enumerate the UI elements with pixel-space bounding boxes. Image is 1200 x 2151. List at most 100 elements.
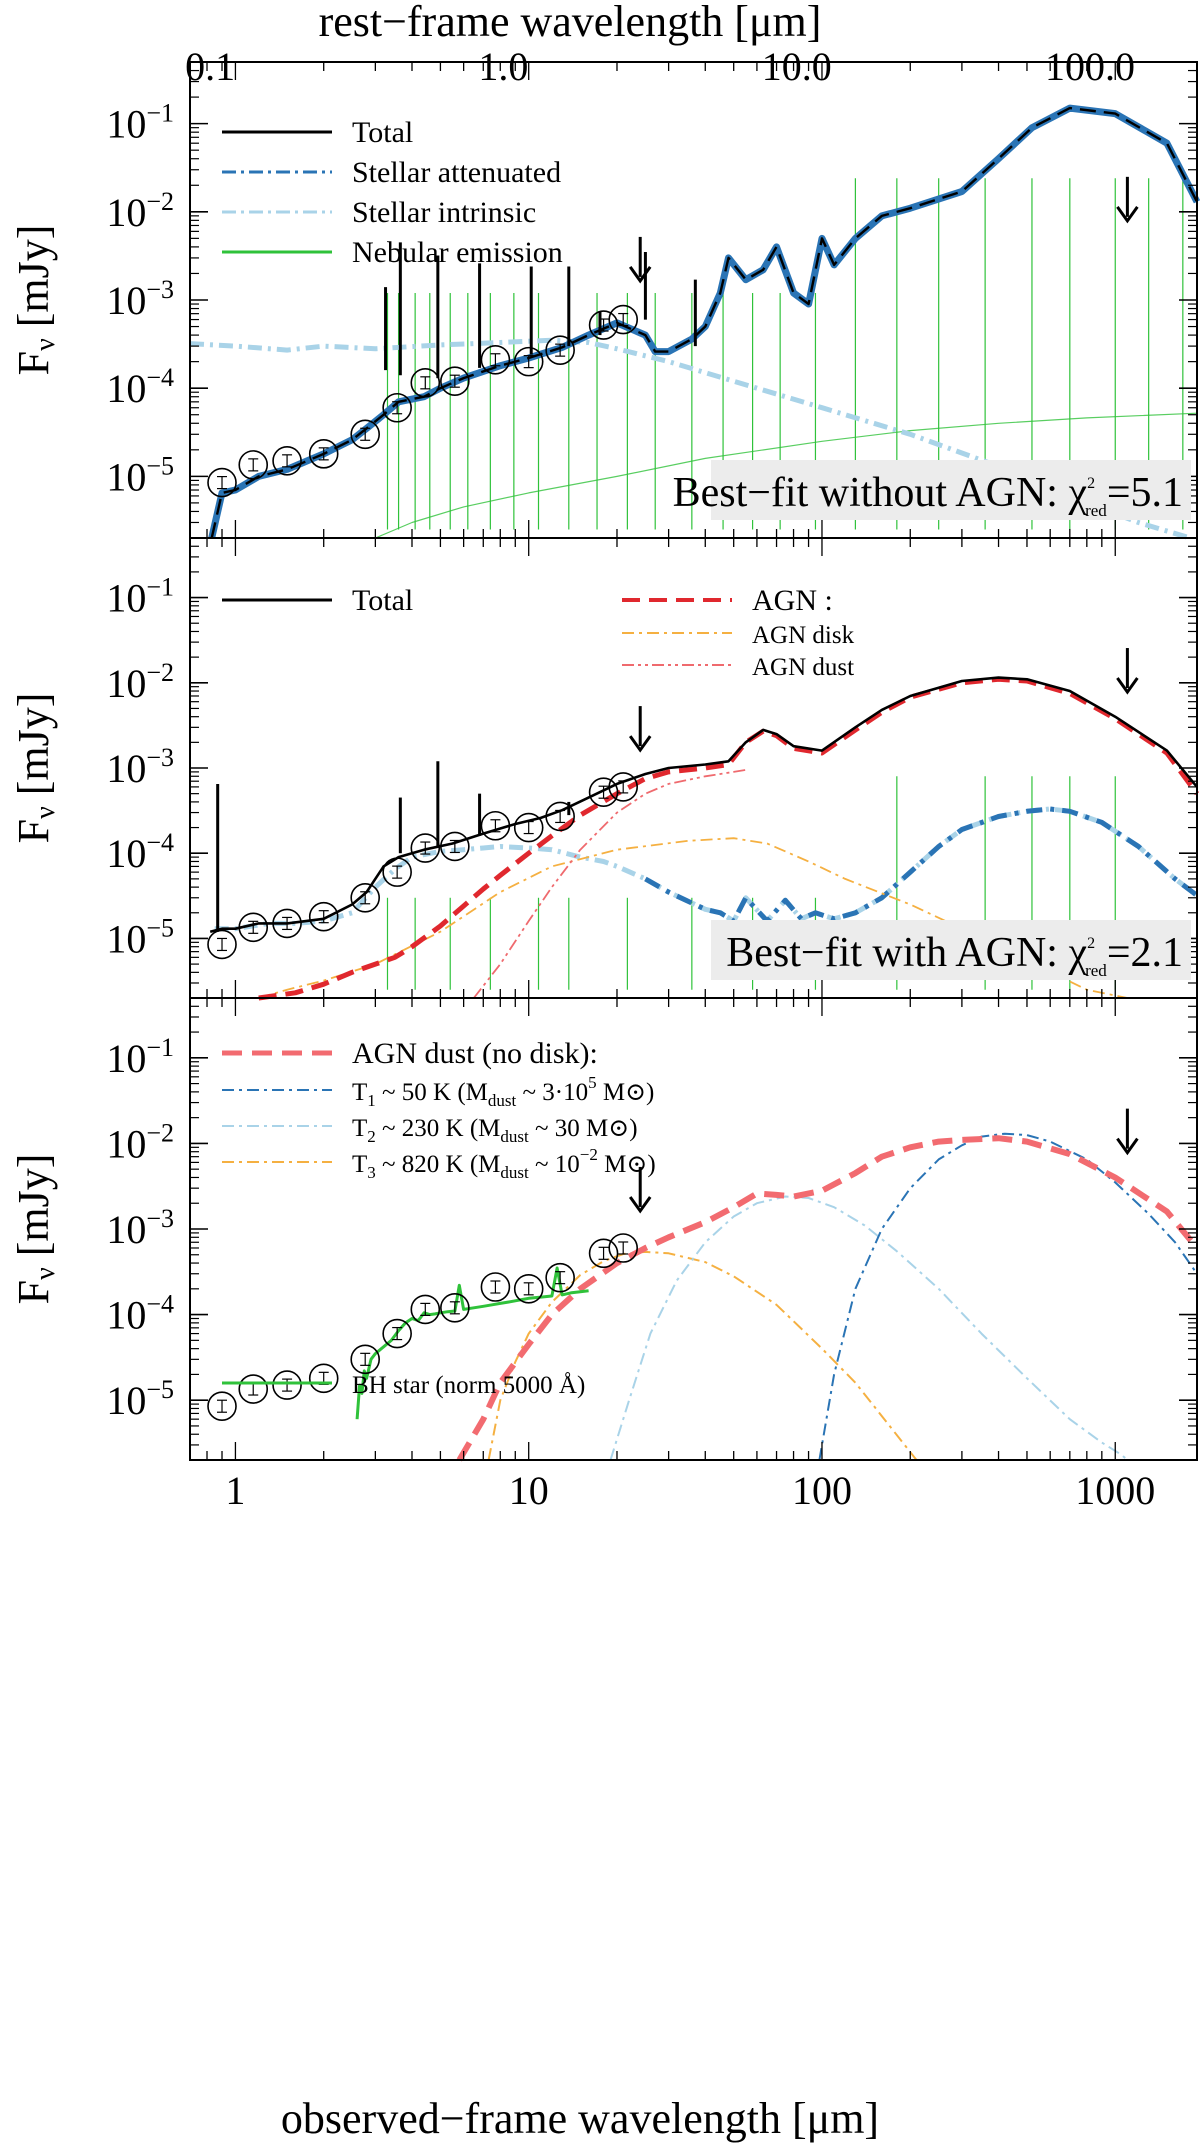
photometry-circle <box>608 772 639 802</box>
y-tick-base: 10 <box>106 576 146 621</box>
stellar-attenuated-line <box>644 806 1199 924</box>
y-tick-exponent: −1 <box>146 573 174 602</box>
photometry-circle <box>588 777 619 808</box>
y-tick-label: 10−5 <box>106 913 174 961</box>
photometry-circle <box>308 1363 339 1394</box>
fit-sub: red <box>1085 501 1107 520</box>
photometry-point <box>308 901 339 932</box>
photometry-circle <box>350 1344 380 1375</box>
y-tick-label: 10−4 <box>106 1290 174 1338</box>
photometry-point <box>410 1294 441 1325</box>
legend-agn-label: AGN : <box>752 584 833 617</box>
y-tick-exponent: −1 <box>146 99 174 128</box>
t1-line <box>818 1132 1198 1461</box>
y-tick-exponent: −5 <box>146 913 174 942</box>
photometry-point <box>272 908 302 939</box>
y-tick-base: 10 <box>106 831 146 876</box>
agn-dust-line <box>473 769 746 999</box>
y-label-base: F <box>9 351 58 375</box>
photometry-point <box>410 833 441 863</box>
legend-text-part: M⊙) <box>597 1079 655 1106</box>
photometry-circle <box>440 831 470 862</box>
photometry-point <box>350 882 380 913</box>
y-tick-exponent: −2 <box>146 187 174 216</box>
fit-value: =5.1 <box>1107 470 1183 516</box>
photometry-point <box>238 1374 269 1404</box>
photometry-circle <box>207 467 237 498</box>
y-tick-base: 10 <box>106 278 146 323</box>
photometry-point <box>588 777 619 808</box>
y-tick-exponent: −3 <box>146 743 174 772</box>
upper-limit-head <box>628 735 652 753</box>
upper-limit-arrow <box>628 1166 652 1214</box>
y-label-unit: [mJy] <box>9 693 58 807</box>
photometry-point <box>545 1262 575 1293</box>
legend-text-part: ~ 3·10 <box>516 1079 588 1106</box>
y-tick-exponent: −5 <box>146 1375 174 1404</box>
top-tick-label: 0.1 <box>185 44 235 89</box>
photometry-point <box>350 419 380 450</box>
y-tick-base: 10 <box>106 1207 146 1252</box>
photometry-point <box>588 1238 619 1269</box>
photometry-circle <box>545 801 575 832</box>
photometry-point <box>207 1391 237 1422</box>
photometry-circle <box>588 310 619 340</box>
photometry-circle <box>410 1294 441 1325</box>
photometry-point <box>608 772 639 802</box>
legend-t1-label: T1 ~ 50 K (Mdust ~ 3·105 M⊙) <box>352 1073 654 1110</box>
photometry-point <box>308 439 339 469</box>
y-tick-base: 10 <box>106 916 146 961</box>
photometry-circle <box>440 366 470 396</box>
photometry-circle <box>382 392 412 423</box>
top-tick-label: 10.0 <box>762 44 832 89</box>
y-tick-exponent: −4 <box>146 1290 174 1319</box>
y-axis-label: Fν [mJy] <box>9 693 61 844</box>
y-tick-exponent: −2 <box>146 1118 174 1147</box>
y-tick-exponent: −3 <box>146 275 174 304</box>
photometry-circle <box>308 901 339 932</box>
photometry-point <box>272 446 302 476</box>
y-tick-base: 10 <box>106 661 146 706</box>
legend-text-part: dust <box>500 1163 529 1182</box>
photometry-point <box>513 812 544 843</box>
y-axis-label: Fν [mJy] <box>9 1154 61 1305</box>
legend-total-label: Total <box>352 116 413 149</box>
upper-limit-head <box>1116 677 1139 695</box>
legend-text-part: 3 <box>367 1163 376 1182</box>
photometry-circle <box>545 335 575 365</box>
legend-text-part: M⊙) <box>598 1151 656 1178</box>
y-tick-exponent: −5 <box>146 451 174 480</box>
photometry-circle <box>350 882 380 913</box>
fit-box <box>711 920 1191 980</box>
photometry-point <box>382 1318 412 1349</box>
photometry-point <box>238 912 269 943</box>
photometry-circle <box>513 346 544 377</box>
legend-text-part: ~ 10 <box>529 1151 580 1178</box>
y-tick-base: 10 <box>106 102 146 147</box>
legend-text-part: 5 <box>588 1073 597 1092</box>
t2-line <box>609 1195 1129 1461</box>
photometry-point <box>480 1272 511 1302</box>
panel-agn-dust-components: 10−510−410−310−210−1Fν [mJy]AGN dust (no… <box>9 997 1200 1462</box>
y-tick-label: 10−1 <box>106 99 174 147</box>
top-tick-label: 1.0 <box>478 44 528 89</box>
y-tick-base: 10 <box>106 1293 146 1338</box>
y-label-base: F <box>9 1280 58 1304</box>
x-tick-label: 1000 <box>1075 1468 1155 1513</box>
photometry-circle <box>608 1233 639 1263</box>
photometry-circle <box>382 1318 412 1349</box>
legend-text-part: −2 <box>580 1145 598 1164</box>
legend-text-part: ~ 230 K (M <box>376 1115 501 1142</box>
photometry-point <box>350 1344 380 1375</box>
photometry-circle <box>440 1293 470 1323</box>
y-tick-label: 10−3 <box>106 275 174 323</box>
legend-text-part: T <box>352 1079 367 1106</box>
fit-sub: red <box>1085 961 1107 980</box>
y-tick-exponent: −4 <box>146 828 174 857</box>
photometry-circle <box>480 344 511 375</box>
y-tick-exponent: −1 <box>146 1033 174 1062</box>
y-tick-label: 10−3 <box>106 1204 174 1252</box>
photometry-circle <box>238 912 269 943</box>
legend-bh-star-label: BH star (norm 5000 Å) <box>352 1372 585 1399</box>
